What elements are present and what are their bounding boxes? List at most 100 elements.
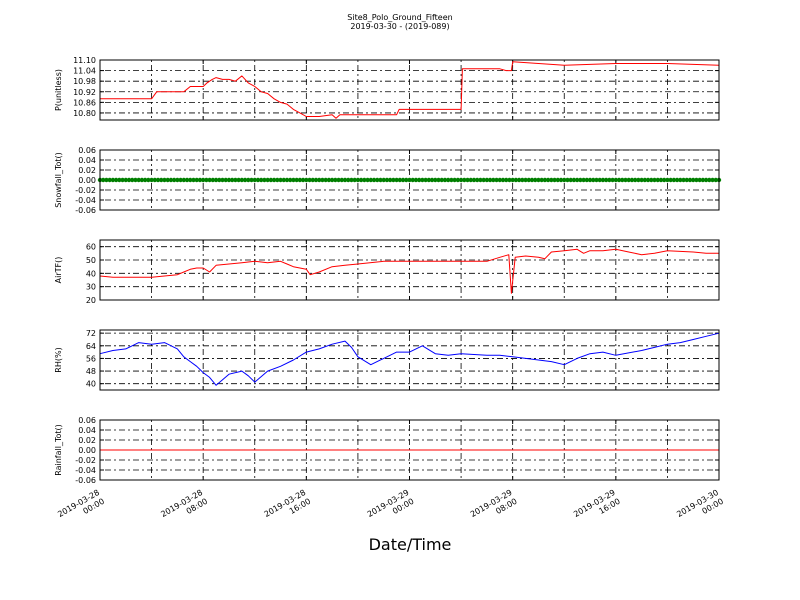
y-tick-label: 10.80	[73, 109, 96, 118]
data-point	[197, 177, 203, 183]
data-point	[194, 177, 199, 183]
data-point	[587, 177, 593, 183]
data-point	[101, 177, 106, 183]
data-point	[320, 177, 325, 183]
data-point	[455, 177, 461, 183]
data-point	[291, 177, 296, 183]
data-point	[600, 177, 606, 183]
data-point	[645, 177, 651, 183]
subplot-2: -0.06-0.04-0.020.000.020.040.06 Snowfall_…	[54, 146, 722, 215]
data-point	[229, 177, 235, 183]
data-point	[275, 177, 280, 183]
y-tick-label: 0.04	[78, 156, 96, 165]
data-point	[471, 177, 477, 183]
data-point	[200, 177, 206, 183]
data-point	[700, 177, 706, 183]
data-point	[536, 177, 541, 183]
y-tick-label: 50	[86, 256, 96, 265]
data-point	[252, 177, 257, 183]
y-tick-label: 11.04	[73, 67, 96, 76]
chart-subtitle: 2019-03-30 - (2019-089)	[350, 22, 449, 31]
y-tick-label: 0.00	[78, 446, 96, 455]
data-point	[394, 177, 399, 183]
y-tick-label: 0.06	[78, 416, 96, 425]
data-point	[610, 177, 615, 183]
data-point	[258, 177, 264, 183]
data-point	[442, 177, 448, 183]
data-point	[516, 177, 522, 183]
subplot-4: 40 48 56 64 72 RH(%)	[54, 329, 720, 391]
data-point	[710, 177, 715, 183]
data-point	[429, 177, 435, 183]
data-point	[146, 177, 151, 183]
data-point	[632, 177, 638, 183]
data-point	[487, 177, 493, 183]
data-point	[371, 177, 377, 183]
data-point	[362, 177, 367, 183]
data-point	[436, 177, 441, 183]
y-axis-label: RH(%)	[54, 347, 63, 372]
data-point	[452, 177, 457, 183]
data-point	[665, 177, 670, 183]
data-point	[246, 177, 251, 183]
data-point	[120, 177, 125, 183]
data-point	[307, 177, 312, 183]
data-point	[130, 177, 135, 183]
plot-frame	[99, 329, 720, 391]
data-point	[329, 177, 335, 183]
series-line	[99, 248, 719, 294]
data-point	[449, 177, 454, 183]
data-point	[607, 177, 612, 183]
data-point	[300, 177, 306, 183]
data-point	[423, 177, 428, 183]
data-point	[468, 177, 473, 183]
data-point	[142, 177, 148, 183]
data-point	[475, 177, 480, 183]
data-point	[207, 177, 212, 183]
data-point	[342, 177, 348, 183]
data-point	[578, 177, 583, 183]
data-point	[191, 177, 196, 183]
y-tick-label: 0.04	[78, 426, 96, 435]
data-point	[168, 177, 174, 183]
data-point	[629, 177, 635, 183]
data-point	[594, 177, 599, 183]
data-point	[597, 177, 602, 183]
data-point	[513, 177, 519, 183]
data-point	[333, 177, 338, 183]
data-point	[255, 177, 261, 183]
data-point	[484, 177, 490, 183]
data-point	[162, 177, 167, 183]
data-point	[368, 177, 374, 183]
y-tick-label: 10.98	[73, 77, 96, 86]
data-point	[658, 177, 664, 183]
data-point	[152, 177, 158, 183]
data-point	[271, 177, 277, 183]
data-point	[288, 177, 293, 183]
data-point	[117, 177, 122, 183]
data-point	[233, 177, 238, 183]
data-point	[707, 177, 712, 183]
y-tick-label: 56	[86, 354, 96, 363]
data-point	[649, 177, 654, 183]
data-point	[681, 177, 686, 183]
data-point	[155, 177, 161, 183]
data-point	[397, 177, 403, 183]
data-point	[426, 177, 432, 183]
data-point	[529, 177, 535, 183]
data-point	[407, 177, 412, 183]
data-point	[552, 177, 557, 183]
y-tick-label: 0.06	[78, 146, 96, 155]
series-points	[97, 177, 722, 183]
data-point	[639, 177, 644, 183]
data-point	[652, 177, 657, 183]
data-point	[413, 177, 419, 183]
data-point	[526, 177, 531, 183]
data-point	[568, 177, 573, 183]
data-point	[465, 177, 470, 183]
data-point	[694, 177, 699, 183]
y-axis-label: AirTF()	[54, 257, 63, 284]
